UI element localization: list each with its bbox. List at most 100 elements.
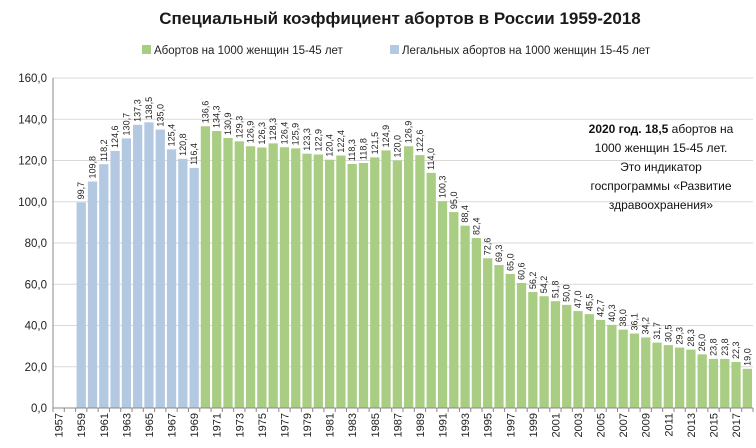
x-tick-label: 2003 — [573, 413, 585, 437]
bar-legal-1959 — [76, 202, 86, 408]
data-label-1990: 114,0 — [426, 148, 436, 170]
x-tick-label: 1989 — [415, 413, 427, 437]
data-label-1971: 134,3 — [212, 105, 222, 128]
bar-legal-1963 — [121, 138, 132, 408]
y-tick-label: 100,0 — [18, 197, 47, 209]
data-label-1961: 118,2 — [99, 139, 109, 161]
x-tick-label: 1987 — [392, 413, 404, 437]
bar-total-1976 — [268, 143, 278, 408]
data-label-2005: 42,7 — [596, 299, 606, 317]
bar-total-2009 — [641, 337, 651, 408]
y-tick-label: 40,0 — [25, 321, 47, 333]
data-label-1995: 72,6 — [483, 238, 493, 256]
x-tick-label: 2017 — [731, 413, 743, 437]
x-tick-label: 1991 — [438, 413, 450, 437]
data-label-1988: 126,9 — [404, 121, 414, 144]
data-label-1962: 124,6 — [110, 125, 120, 148]
bar-total-1990 — [426, 172, 436, 408]
x-axis-ticks: 1957 1959 1961 1963 1965 1967 1969 1971 1973 1975… — [54, 413, 743, 437]
data-label-1970: 136,6 — [200, 101, 210, 124]
x-tick-label: 1979 — [302, 413, 314, 437]
bar-legal-1960 — [87, 181, 98, 408]
bar-total-2005 — [595, 319, 606, 408]
legend-label-total: Абортов на 1000 женщин 15-45 лет — [154, 45, 344, 57]
bar-total-1983 — [347, 164, 357, 408]
data-label-1973: 129,3 — [234, 116, 244, 139]
chart-title: Специальный коэффициент абортов в России… — [159, 9, 641, 28]
bar-total-2008 — [629, 333, 640, 408]
x-tick-label: 1981 — [325, 413, 337, 437]
data-label-1977: 126,4 — [279, 122, 289, 145]
bar-total-1986 — [381, 150, 391, 409]
y-tick-label: 20,0 — [25, 362, 47, 374]
data-label-1981: 120,4 — [325, 134, 335, 157]
x-tick-label: 1975 — [257, 413, 269, 437]
data-label-1966: 135,0 — [155, 104, 165, 127]
x-tick-label: 1993 — [460, 413, 472, 437]
x-tick-label: 1973 — [234, 413, 246, 437]
data-label-2011: 30,5 — [663, 325, 673, 343]
data-label-1974: 126,9 — [246, 121, 256, 144]
x-tick-label: 2001 — [550, 413, 562, 437]
bar-total-2007 — [618, 329, 628, 408]
data-label-1991: 100,3 — [438, 176, 448, 199]
x-tick-label: 2007 — [618, 413, 630, 437]
x-tick-label: 2015 — [708, 413, 720, 437]
bar-total-1987 — [392, 160, 402, 408]
x-tick-label: 1965 — [144, 413, 156, 437]
data-label-2015: 23,8 — [708, 338, 718, 356]
data-label-1984: 118,8 — [358, 138, 368, 160]
x-tick-label: 1957 — [54, 413, 66, 437]
data-label-2002: 50,0 — [562, 284, 572, 302]
bar-total-1985 — [370, 157, 380, 408]
data-label-2016: 23,8 — [720, 338, 730, 356]
bar-total-1997 — [505, 273, 515, 408]
y-tick-label: 120,0 — [18, 156, 47, 168]
bar-total-1989 — [415, 155, 425, 408]
x-tick-label: 1959 — [76, 413, 88, 437]
axes — [52, 78, 754, 412]
data-label-2003: 47,0 — [573, 291, 583, 309]
bar-legal-1969 — [189, 167, 199, 408]
data-label-1978: 125,9 — [291, 123, 301, 146]
x-tick-label: 1985 — [370, 413, 382, 437]
bar-legal-1961 — [99, 164, 109, 408]
x-tick-label: 1983 — [347, 413, 359, 437]
y-tick-label: 60,0 — [25, 279, 47, 291]
x-tick-label: 1997 — [505, 413, 517, 437]
data-label-2007: 38,0 — [618, 309, 628, 327]
x-tick-label: 1969 — [189, 413, 201, 437]
bar-total-2018 — [742, 368, 752, 408]
data-label-1983: 118,3 — [347, 139, 357, 161]
bar-total-1999 — [528, 292, 538, 408]
bar-total-1992 — [449, 212, 459, 408]
legend-label-legal: Легальных абортов на 1000 женщин 15-45 л… — [402, 45, 651, 57]
data-label-1998: 60,6 — [517, 262, 527, 280]
data-label-2017: 22,3 — [731, 341, 741, 359]
bar-total-2015 — [708, 358, 719, 408]
data-label-2018: 19,0 — [742, 348, 752, 366]
data-label-2006: 40,3 — [607, 304, 617, 322]
bar-total-1977 — [279, 147, 290, 409]
bar-total-1975 — [257, 147, 267, 408]
bar-total-2003 — [573, 311, 583, 408]
x-tick-label: 1961 — [99, 413, 111, 437]
data-label-1968: 120,8 — [178, 133, 188, 156]
data-label-1989: 122,6 — [415, 130, 425, 153]
bar-legal-1962 — [110, 151, 120, 408]
bar-total-1978 — [291, 148, 301, 409]
bar-total-2004 — [584, 314, 594, 408]
data-label-1985: 121,5 — [370, 132, 380, 155]
bars — [76, 122, 752, 409]
bar-legal-1967 — [166, 149, 177, 409]
bar-total-1998 — [516, 283, 527, 408]
x-tick-label: 1995 — [483, 413, 495, 437]
bar-total-2002 — [562, 304, 572, 408]
data-label-1960: 109,8 — [88, 156, 98, 179]
data-label-2013: 28,3 — [686, 329, 696, 347]
data-label-2000: 54,2 — [539, 276, 549, 294]
data-label-1959: 99,7 — [76, 182, 86, 200]
data-label-1987: 120,0 — [392, 135, 402, 158]
x-tick-label: 1971 — [212, 413, 224, 437]
data-label-1993: 88,4 — [460, 205, 470, 223]
